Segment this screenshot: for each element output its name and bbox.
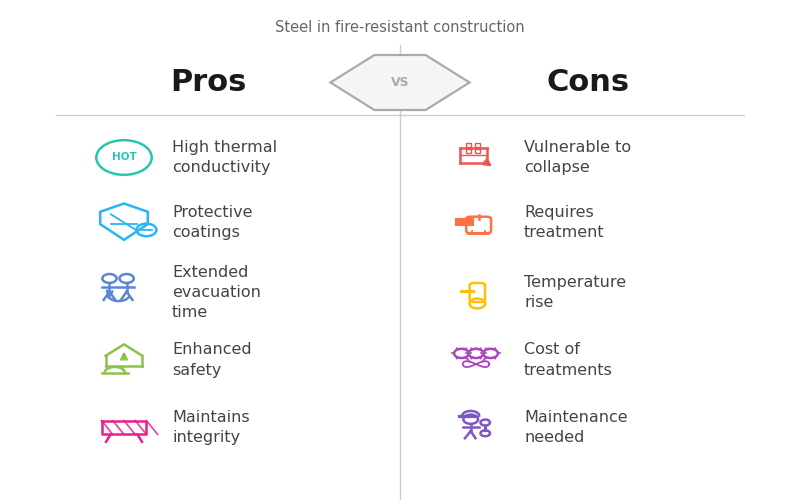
Text: HOT: HOT: [112, 152, 136, 162]
Text: Extended
evacuation
time: Extended evacuation time: [172, 264, 261, 320]
Text: Requires
treatment: Requires treatment: [524, 205, 605, 240]
Text: Maintenance
needed: Maintenance needed: [524, 410, 628, 445]
Text: Steel in fire-resistant construction: Steel in fire-resistant construction: [275, 20, 525, 35]
Text: Maintains
integrity: Maintains integrity: [172, 410, 250, 445]
Text: Enhanced
safety: Enhanced safety: [172, 342, 252, 378]
Text: Cost of
treatments: Cost of treatments: [524, 342, 613, 378]
Text: VS: VS: [390, 76, 410, 89]
Text: Cons: Cons: [546, 68, 630, 97]
Text: High thermal
conductivity: High thermal conductivity: [172, 140, 277, 175]
Polygon shape: [330, 55, 470, 110]
Text: Vulnerable to
collapse: Vulnerable to collapse: [524, 140, 631, 175]
Text: Protective
coatings: Protective coatings: [172, 205, 253, 240]
Text: Pros: Pros: [170, 68, 246, 97]
Text: Temperature
rise: Temperature rise: [524, 275, 626, 310]
